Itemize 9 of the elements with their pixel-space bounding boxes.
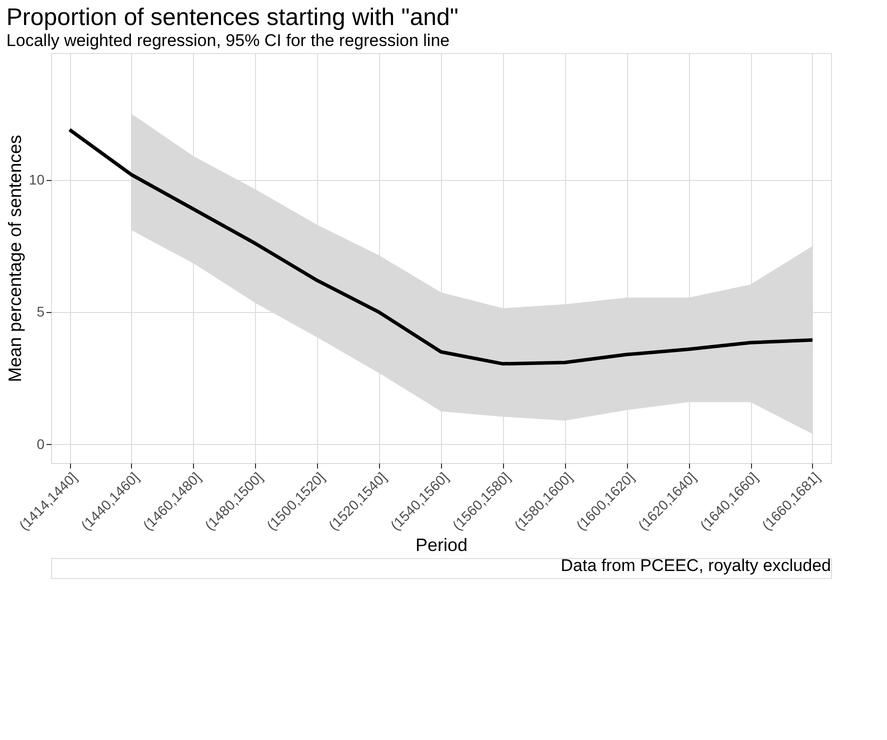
- y-tick-label: 10: [28, 171, 45, 188]
- y-axis-title: Mean percentage of sentences: [4, 134, 25, 382]
- text: Data from PCEEC, royalty excluded: [560, 556, 831, 575]
- y-tick-label: 0: [36, 436, 45, 452]
- chart-title: Proportion of sentences starting with "and": [6, 4, 458, 31]
- x-axis-title: Period: [415, 535, 468, 556]
- y-tick-label: 5: [36, 304, 45, 320]
- chart-subtitle: Locally weighted regression, 95% CI for the regression line: [6, 31, 450, 50]
- line-series: [68, 128, 814, 366]
